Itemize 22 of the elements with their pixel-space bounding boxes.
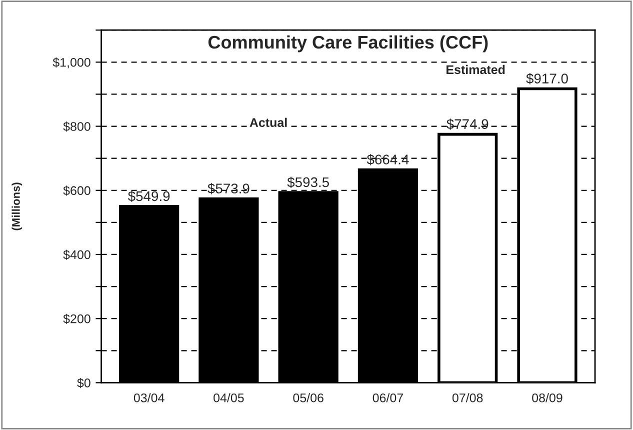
data-label: $774.9 — [446, 118, 488, 130]
y-tick-label: $600 — [63, 186, 90, 196]
data-label: $549.9 — [128, 190, 170, 202]
data-label: $917.0 — [526, 73, 568, 84]
data-label: $573.9 — [208, 183, 250, 194]
y-axis-title: (Millions) — [12, 182, 22, 230]
x-tick-label: 03/04 — [134, 393, 164, 402]
annotation: Actual — [250, 118, 287, 127]
x-tick-label: 05/06 — [293, 393, 324, 402]
y-tick-label: $400 — [63, 250, 90, 260]
y-tick-label: $0 — [77, 378, 90, 388]
chart-title: Community Care Facilities (CCF) — [208, 35, 488, 52]
y-tick-label: $800 — [63, 122, 90, 132]
y-tick-label: $1,000 — [52, 57, 90, 68]
data-label: $593.5 — [287, 176, 329, 188]
x-tick-label: 07/08 — [452, 393, 483, 402]
x-tick-label: 08/09 — [532, 393, 562, 402]
data-label: $664.4 — [366, 154, 409, 166]
annotation: Estimated — [446, 64, 505, 74]
x-tick-label: 06/07 — [372, 393, 403, 402]
x-tick-label: 04/05 — [214, 393, 244, 402]
y-tick-label: $200 — [63, 314, 90, 324]
